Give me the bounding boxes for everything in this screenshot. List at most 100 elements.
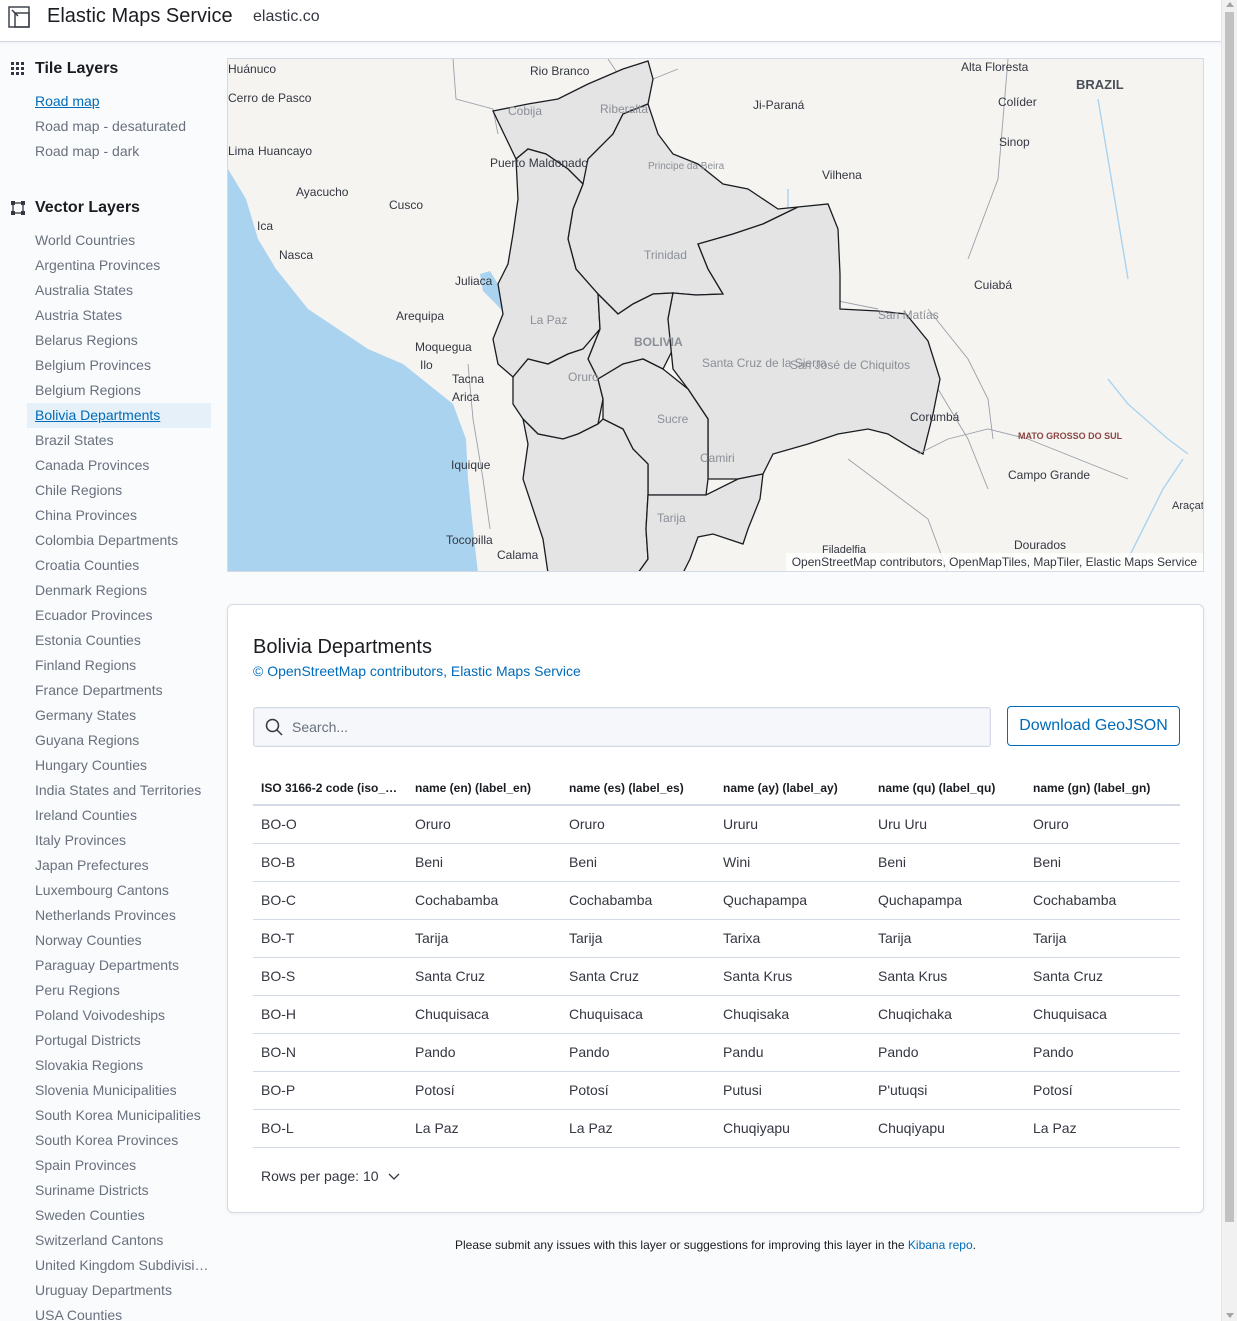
scroll-thumb[interactable] <box>1225 12 1234 1222</box>
table-row[interactable]: BO-O Oruro Oruro Ururu Uru Uru Oruro <box>253 805 1180 844</box>
vector-layer-item[interactable]: Finland Regions <box>35 657 137 673</box>
vector-layer-item[interactable]: Croatia Counties <box>35 557 140 573</box>
tile-layer-item[interactable]: Road map <box>35 93 100 109</box>
vector-layer-item[interactable]: China Provinces <box>35 507 137 523</box>
chevron-down-icon <box>388 1173 399 1180</box>
layer-attribution-link[interactable]: © OpenStreetMap contributors, Elastic Ma… <box>253 663 581 679</box>
vector-layer-item[interactable]: Belgium Regions <box>35 382 141 398</box>
vector-layer-item[interactable]: Luxembourg Cantons <box>35 882 169 898</box>
vector-layer-item[interactable]: United Kingdom Subdivisions <box>35 1257 211 1273</box>
table-row[interactable]: BO-S Santa Cruz Santa Cruz Santa Krus Santa … <box>253 957 1180 996</box>
map-canvas[interactable]: Huánuco Rio Branco Alta Floresta BRAZIL … <box>228 59 1204 572</box>
tile-layer-item[interactable]: Road map - dark <box>35 143 140 159</box>
vector-layer-item[interactable]: Estonia Counties <box>35 632 141 648</box>
vector-layer-item[interactable]: Bolivia Departments <box>27 403 211 428</box>
page-scrollbar[interactable] <box>1221 0 1237 1321</box>
vector-layer-item[interactable]: Portugal Districts <box>35 1032 141 1048</box>
attributes-table: ISO 3166-2 code (iso_3166_2) name (en) (… <box>253 771 1180 1148</box>
vector-layer-item[interactable]: Belgium Provinces <box>35 357 151 373</box>
department-santa-cruz <box>667 203 941 480</box>
table-cell: Chuquisaca <box>407 995 561 1034</box>
vector-layer-item[interactable]: South Korea Municipalities <box>35 1107 201 1123</box>
vector-layer-item[interactable]: Hungary Counties <box>35 757 148 773</box>
table-cell: BO-L <box>253 1109 407 1148</box>
vector-layer-item[interactable]: Argentina Provinces <box>35 257 161 273</box>
table-row[interactable]: BO-N Pando Pando Pandu Pando Pando <box>253 1033 1180 1072</box>
column-header[interactable]: name (en) (label_en) <box>407 771 561 806</box>
vector-layer-item[interactable]: World Countries <box>35 232 136 248</box>
table-row[interactable]: BO-L La Paz La Paz Chuqiyapu Chuqiyapu La Paz <box>253 1109 1180 1148</box>
column-header[interactable]: ISO 3166-2 code (iso_3166_2) <box>253 771 407 806</box>
vector-layer-item[interactable]: Australia States <box>35 282 134 298</box>
column-header[interactable]: name (es) (label_es) <box>561 771 715 806</box>
vector-layer-item[interactable]: Chile Regions <box>35 482 123 498</box>
table-cell: Potosí <box>1025 1071 1180 1110</box>
table-row[interactable]: BO-C Cochabamba Cochabamba Quchapampa Quchap… <box>253 881 1180 920</box>
elastic-maps-logo-icon[interactable] <box>8 4 32 28</box>
table-row[interactable]: BO-T Tarija Tarija Tarixa Tarija Tarija <box>253 919 1180 958</box>
vector-layer-item[interactable]: Netherlands Provinces <box>35 907 176 923</box>
column-header[interactable]: name (ay) (label_ay) <box>715 771 870 806</box>
vector-layer-item[interactable]: Colombia Departments <box>35 532 179 548</box>
bolivia-departments[interactable] <box>492 60 941 572</box>
vector-layer-item[interactable]: Sweden Counties <box>35 1207 145 1223</box>
app-title[interactable]: Elastic Maps Service <box>47 5 233 27</box>
table-cell: Cochabamba <box>1025 881 1180 920</box>
vector-layer-item[interactable]: France Departments <box>35 682 163 698</box>
vector-layer-item[interactable]: Paraguay Departments <box>35 957 179 973</box>
vector-layer-item[interactable]: Germany States <box>35 707 137 723</box>
map-label: Nasca <box>279 248 313 262</box>
map-label: Juliaca <box>455 274 493 288</box>
vector-layer-item[interactable]: Spain Provinces <box>35 1157 137 1173</box>
map-label: Camiri <box>700 451 735 465</box>
vector-layer-item[interactable]: Peru Regions <box>35 982 120 998</box>
vector-layer-item[interactable]: Guyana Regions <box>35 732 140 748</box>
table-cell: Cochabamba <box>561 881 715 920</box>
table-cell: BO-T <box>253 919 407 958</box>
elastic-link[interactable]: elastic.co <box>253 8 320 25</box>
vector-layer-item[interactable]: Suriname Districts <box>35 1182 149 1198</box>
map-attribution[interactable]: OpenStreetMap contributors, OpenMapTiles… <box>785 553 1203 571</box>
table-cell: BO-C <box>253 881 407 920</box>
search-input[interactable] <box>292 708 982 746</box>
vector-layer-item[interactable]: Ireland Counties <box>35 807 137 823</box>
table-row[interactable]: BO-B Beni Beni Wini Beni Beni <box>253 843 1180 882</box>
vector-layer-item[interactable]: Italy Provinces <box>35 832 127 848</box>
table-cell: Oruro <box>407 805 561 844</box>
map-label: Alta Floresta <box>961 60 1029 74</box>
map-view[interactable]: Huánuco Rio Branco Alta Floresta BRAZIL … <box>227 58 1204 572</box>
table-cell: Chuquisaca <box>1025 995 1180 1034</box>
vector-layer-item[interactable]: Denmark Regions <box>35 582 148 598</box>
vector-layer-item[interactable]: Switzerland Cantons <box>35 1232 164 1248</box>
scroll-up-arrow-icon[interactable] <box>1226 2 1234 7</box>
rows-per-page-selector[interactable]: Rows per page: 10 <box>261 1168 400 1184</box>
vector-layer-item[interactable]: Japan Prefectures <box>35 857 149 873</box>
vector-layer-item[interactable]: Brazil States <box>35 432 114 448</box>
tile-layer-item[interactable]: Road map - desaturated <box>35 118 186 134</box>
kibana-repo-link[interactable]: Kibana repo <box>907 1238 973 1252</box>
column-header[interactable]: name (qu) (label_qu) <box>870 771 1025 806</box>
vector-layer-item[interactable]: India States and Territories <box>35 782 202 798</box>
vector-layer-item[interactable]: Slovenia Municipalities <box>35 1082 177 1098</box>
vector-layer-item[interactable]: Uruguay Departments <box>35 1282 172 1298</box>
vector-layer-item[interactable]: USA Counties <box>35 1307 123 1321</box>
table-cell: Pandu <box>715 1033 870 1072</box>
vector-layer-item[interactable]: Poland Voivodeships <box>35 1007 165 1023</box>
vector-layer-item[interactable]: Austria States <box>35 307 123 323</box>
vector-layer-item[interactable]: Canada Provinces <box>35 457 150 473</box>
table-cell: Santa Cruz <box>561 957 715 996</box>
table-header-row: ISO 3166-2 code (iso_3166_2) name (en) (… <box>253 771 1180 806</box>
column-header[interactable]: name (gn) (label_gn) <box>1025 771 1180 806</box>
table-row[interactable]: BO-H Chuquisaca Chuquisaca Chuqisaka Chuqich… <box>253 995 1180 1034</box>
vector-layer-item[interactable]: Belarus Regions <box>35 332 138 348</box>
vector-layer-item[interactable]: Ecuador Provinces <box>35 607 153 623</box>
download-geojson-button[interactable]: Download GeoJSON <box>1007 706 1180 746</box>
vector-layer-item[interactable]: Slovakia Regions <box>35 1057 144 1073</box>
scroll-down-arrow-icon[interactable] <box>1226 1313 1234 1318</box>
vector-layer-item[interactable]: South Korea Provinces <box>35 1132 179 1148</box>
map-label: Iquique <box>451 458 491 472</box>
vector-layer-item[interactable]: Norway Counties <box>35 932 142 948</box>
table-row[interactable]: BO-P Potosí Potosí Putusi P'utuqsi Potosí <box>253 1071 1180 1110</box>
search-box[interactable] <box>253 707 991 747</box>
map-label: Sucre <box>657 412 689 426</box>
